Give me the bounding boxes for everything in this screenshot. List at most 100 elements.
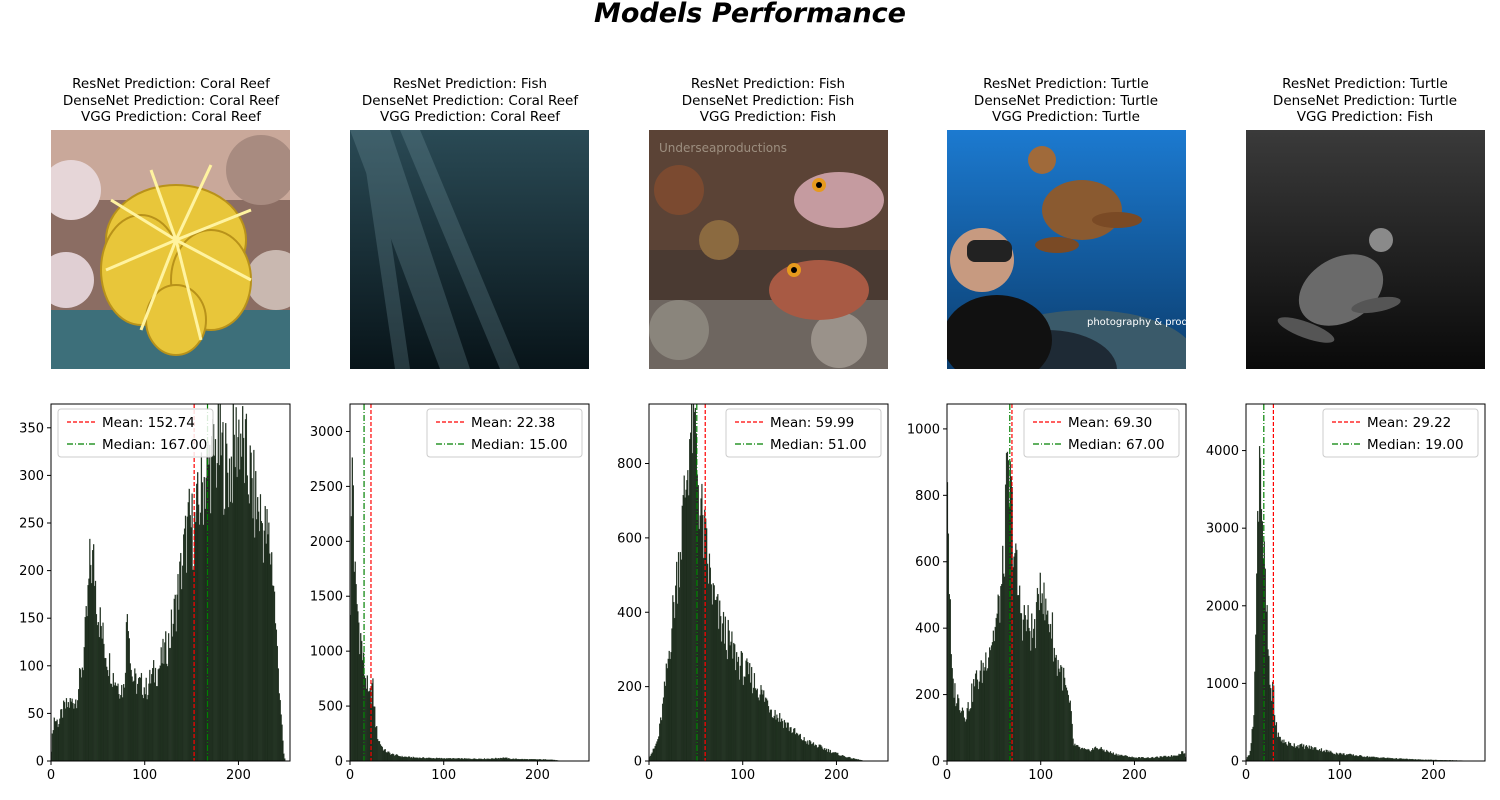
y-tick-label: 200 — [19, 564, 44, 579]
photo-crinoid-reef — [51, 130, 290, 369]
photo-two-fish: Underseaproductions — [649, 130, 888, 369]
axes-frame — [648, 403, 889, 762]
legend: Mean: 29.22 Median: 19.00 — [1322, 408, 1479, 458]
x-tick-label: 0 — [1242, 768, 1250, 783]
turtle-watermark: photography & production Josh Jensen — [1087, 317, 1186, 328]
y-tick-label: 0 — [634, 755, 642, 770]
legend-mean-label: Mean: 59.99 — [770, 415, 854, 431]
x-tick-label: 100 — [1327, 768, 1352, 783]
resnet-prediction: ResNet Prediction: Turtle — [1282, 76, 1448, 92]
vgg-prediction: VGG Prediction: Coral Reef — [379, 109, 561, 125]
diver-turtle-image: photography & production Josh Jensen — [947, 130, 1186, 369]
legend-median-label: Median: 15.00 — [471, 437, 568, 453]
dark-turtle-image — [1246, 130, 1485, 369]
x-tick-label: 100 — [132, 768, 157, 783]
legend: Mean: 69.30 Median: 67.00 — [1023, 408, 1180, 458]
photo-dark-turtle — [1246, 130, 1485, 369]
photo-dark-underwater — [350, 130, 589, 369]
densenet-prediction: DenseNet Prediction: Fish — [681, 92, 855, 109]
legend-median-label: Median: 19.00 — [1367, 437, 1464, 453]
panel-3-predictions: ResNet Prediction: Fish DenseNet Predict… — [618, 76, 918, 126]
x-tick-label: 200 — [824, 768, 849, 783]
legend-box — [1023, 408, 1180, 458]
y-tick-label: 0 — [1231, 755, 1239, 770]
y-tick-label: 3000 — [1206, 522, 1239, 537]
x-tick-label: 200 — [525, 768, 550, 783]
vgg-prediction: VGG Prediction: Fish — [699, 109, 837, 125]
legend-median-label: Median: 67.00 — [1068, 437, 1165, 453]
legend: Mean: 59.99 Median: 51.00 — [725, 408, 882, 458]
legend-mean-label: Mean: 29.22 — [1367, 415, 1451, 431]
y-tick-label: 400 — [617, 606, 642, 621]
figure-title: Models Performance — [594, 0, 906, 29]
y-tick-label: 3000 — [310, 425, 343, 440]
y-tick-label: 400 — [915, 622, 940, 637]
axes-frame — [50, 403, 291, 762]
x-tick-label: 200 — [1421, 768, 1446, 783]
legend-box — [57, 408, 214, 458]
axes-frame — [349, 403, 590, 762]
y-tick-label: 150 — [19, 612, 44, 627]
resnet-prediction: ResNet Prediction: Coral Reef — [72, 76, 270, 92]
y-tick-label: 100 — [19, 659, 44, 674]
panel-5-predictions: ResNet Prediction: Turtle DenseNet Predi… — [1215, 76, 1500, 126]
legend-mean-label: Mean: 152.74 — [102, 415, 195, 431]
y-tick-label: 200 — [915, 688, 940, 703]
legend-mean-label: Mean: 22.38 — [471, 415, 555, 431]
crinoid-reef-image — [51, 130, 290, 369]
y-tick-label: 1000 — [1206, 677, 1239, 692]
legend-median-label: Median: 167.00 — [102, 437, 207, 453]
y-tick-label: 350 — [19, 421, 44, 436]
axes-frame — [946, 403, 1187, 762]
y-tick-label: 2500 — [310, 480, 343, 495]
legend-mean-label: Mean: 69.30 — [1068, 415, 1152, 431]
legend: Mean: 152.74 Median: 167.00 — [57, 408, 214, 458]
two-fish-image: Underseaproductions — [649, 130, 888, 369]
y-tick-label: 2000 — [310, 535, 343, 550]
resnet-prediction: ResNet Prediction: Fish — [392, 76, 548, 92]
y-tick-label: 600 — [617, 531, 642, 546]
x-tick-label: 0 — [645, 768, 653, 783]
y-tick-label: 1000 — [907, 422, 940, 437]
y-tick-label: 1500 — [310, 590, 343, 605]
legend-box — [426, 408, 583, 458]
y-tick-label: 0 — [932, 755, 940, 770]
dark-underwater-image — [350, 130, 589, 369]
y-tick-label: 0 — [335, 755, 343, 770]
legend: Mean: 22.38 Median: 15.00 — [426, 408, 583, 458]
vgg-prediction: VGG Prediction: Turtle — [991, 109, 1140, 125]
legend-box — [1322, 408, 1479, 458]
y-tick-label: 1000 — [310, 645, 343, 660]
densenet-prediction: DenseNet Prediction: Coral Reef — [62, 92, 280, 109]
y-tick-label: 600 — [915, 555, 940, 570]
x-tick-label: 0 — [346, 768, 354, 783]
vgg-prediction: VGG Prediction: Fish — [1296, 109, 1434, 125]
y-tick-label: 300 — [19, 469, 44, 484]
x-tick-label: 200 — [1122, 768, 1147, 783]
x-tick-label: 100 — [730, 768, 755, 783]
y-tick-label: 800 — [915, 489, 940, 504]
vgg-prediction: VGG Prediction: Coral Reef — [80, 109, 262, 125]
photo-diver-turtle: photography & production Josh Jensen — [947, 130, 1186, 369]
densenet-prediction: DenseNet Prediction: Turtle — [973, 92, 1159, 109]
y-tick-label: 500 — [318, 700, 343, 715]
resnet-prediction: ResNet Prediction: Turtle — [983, 76, 1149, 92]
panel-2-predictions: ResNet Prediction: Fish DenseNet Predict… — [320, 76, 620, 126]
densenet-prediction: DenseNet Prediction: Turtle — [1272, 92, 1458, 109]
legend-box — [725, 408, 882, 458]
x-tick-label: 200 — [226, 768, 251, 783]
panel-4-predictions: ResNet Prediction: Turtle DenseNet Predi… — [916, 76, 1216, 126]
fish-watermark: Underseaproductions — [659, 141, 787, 155]
x-tick-label: 0 — [943, 768, 951, 783]
densenet-prediction: DenseNet Prediction: Coral Reef — [361, 92, 579, 109]
panel-1-predictions: ResNet Prediction: Coral Reef DenseNet P… — [21, 76, 321, 126]
y-tick-label: 200 — [617, 680, 642, 695]
legend-median-label: Median: 51.00 — [770, 437, 867, 453]
axes-frame — [1245, 403, 1486, 762]
y-tick-label: 2000 — [1206, 599, 1239, 614]
histogram-panel-3: 0 100 200 0 200 400 600 800 Mean: 59.99 Median: 5… — [617, 403, 889, 783]
y-tick-label: 250 — [19, 517, 44, 532]
